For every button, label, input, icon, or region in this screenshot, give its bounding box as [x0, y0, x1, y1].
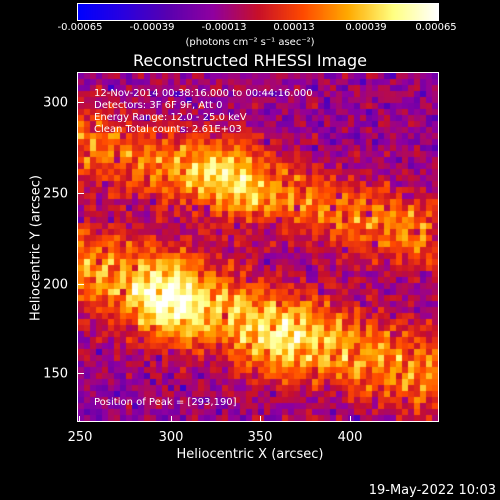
x-tickmark — [350, 416, 351, 422]
plot-title: Reconstructed RHESSI Image — [133, 51, 367, 70]
colorbar-tick-label: -0.00065 — [57, 22, 103, 33]
x-axis-label: Heliocentric X (arcsec) — [176, 447, 324, 462]
x-tickmark — [79, 416, 80, 422]
x-tick-label: 250 — [67, 430, 93, 445]
clean-counts-text: Clean Total counts: 2.61E+03 — [94, 124, 242, 135]
x-tickmark — [171, 416, 172, 422]
peak-position-text: Position of Peak = [293,190] — [94, 397, 237, 408]
colorbar-tick-label: 0.00013 — [273, 22, 315, 33]
colorbar-tick-label: 0.00039 — [345, 22, 387, 33]
y-axis-label: Heliocentric Y (arcsec) — [28, 175, 44, 321]
date-stamp: 19-May-2022 10:03 — [368, 483, 496, 498]
image-plot-area: 12-Nov-2014 00:38:16.000 to 00:44:16.000… — [77, 72, 439, 422]
y-tickmark — [78, 102, 84, 103]
energy-range-text: Energy Range: 12.0 - 25.0 keV — [94, 112, 247, 123]
detectors-text: Detectors: 3F 6F 9F, Att 0 — [94, 100, 223, 111]
x-tick-label: 350 — [247, 430, 273, 445]
x-tick-label: 300 — [158, 430, 184, 445]
colorbar-tick-label: -0.00039 — [129, 22, 175, 33]
y-tick-label: 200 — [43, 277, 68, 293]
y-tickmark — [78, 373, 84, 374]
colorbar-units: (photons cm⁻² s⁻¹ asec⁻²) — [185, 37, 315, 48]
rhessi-heatmap-image — [78, 73, 438, 421]
time-range-text: 12-Nov-2014 00:38:16.000 to 00:44:16.000 — [94, 88, 313, 99]
y-tick-label: 300 — [43, 95, 68, 111]
y-tick-label: 250 — [43, 186, 68, 202]
y-tickmark — [78, 193, 84, 194]
colorbar-tick-label: 0.00065 — [415, 22, 457, 33]
y-tickmark — [78, 284, 84, 285]
colorbar-tick-label: -0.00013 — [201, 22, 247, 33]
y-tick-label: 150 — [43, 366, 68, 382]
colorbar-gradient — [77, 3, 439, 21]
x-tickmark — [260, 416, 261, 422]
x-tick-label: 400 — [337, 430, 363, 445]
